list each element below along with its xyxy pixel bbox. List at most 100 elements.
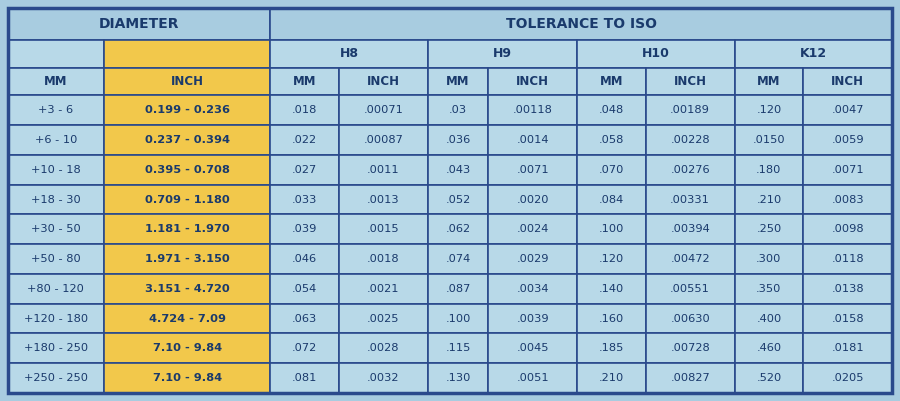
- Text: .0021: .0021: [367, 284, 400, 294]
- Text: 4.724 - 7.09: 4.724 - 7.09: [148, 314, 226, 324]
- Text: .0150: .0150: [752, 135, 785, 145]
- Bar: [489, 304, 577, 334]
- Text: .00276: .00276: [670, 165, 710, 175]
- Text: +10 - 18: +10 - 18: [32, 165, 81, 175]
- Bar: [489, 244, 577, 274]
- Bar: [104, 274, 270, 304]
- Bar: [428, 274, 489, 304]
- Text: .087: .087: [446, 284, 471, 294]
- Text: +80 - 120: +80 - 120: [28, 284, 85, 294]
- Bar: [646, 155, 734, 184]
- Bar: [104, 244, 270, 274]
- Text: .0032: .0032: [367, 373, 400, 383]
- Text: .00630: .00630: [670, 314, 710, 324]
- Text: .210: .210: [756, 194, 781, 205]
- Bar: [339, 184, 428, 215]
- Bar: [489, 363, 577, 393]
- Bar: [8, 95, 104, 125]
- Bar: [577, 244, 646, 274]
- Bar: [104, 40, 270, 67]
- Text: .074: .074: [446, 254, 471, 264]
- Text: .063: .063: [292, 314, 318, 324]
- Bar: [270, 155, 339, 184]
- Bar: [270, 40, 428, 67]
- Text: .0020: .0020: [517, 194, 549, 205]
- Bar: [803, 363, 892, 393]
- Text: .350: .350: [756, 284, 781, 294]
- Text: MM: MM: [757, 75, 780, 88]
- Bar: [489, 95, 577, 125]
- Bar: [8, 215, 104, 244]
- Bar: [104, 184, 270, 215]
- Bar: [489, 334, 577, 363]
- Text: 0.709 - 1.180: 0.709 - 1.180: [145, 194, 230, 205]
- Text: .058: .058: [598, 135, 624, 145]
- Text: K12: K12: [800, 47, 827, 60]
- Text: DIAMETER: DIAMETER: [99, 17, 179, 31]
- Bar: [646, 125, 734, 155]
- Text: .033: .033: [292, 194, 318, 205]
- Bar: [646, 184, 734, 215]
- Text: .0059: .0059: [832, 135, 864, 145]
- Text: .062: .062: [446, 224, 471, 234]
- Text: .120: .120: [756, 105, 781, 115]
- Bar: [8, 363, 104, 393]
- Bar: [646, 67, 734, 95]
- Bar: [577, 215, 646, 244]
- Text: INCH: INCH: [517, 75, 549, 88]
- Text: .180: .180: [756, 165, 781, 175]
- Bar: [577, 40, 734, 67]
- Bar: [803, 244, 892, 274]
- Bar: [577, 334, 646, 363]
- Text: .0045: .0045: [517, 343, 549, 353]
- Bar: [428, 95, 489, 125]
- Text: 1.971 - 3.150: 1.971 - 3.150: [145, 254, 230, 264]
- Text: MM: MM: [599, 75, 623, 88]
- Bar: [428, 363, 489, 393]
- Text: TOLERANCE TO ISO: TOLERANCE TO ISO: [506, 17, 657, 31]
- Text: 1.181 - 1.970: 1.181 - 1.970: [145, 224, 230, 234]
- Text: .0098: .0098: [832, 224, 864, 234]
- Text: 7.10 - 9.84: 7.10 - 9.84: [153, 373, 221, 383]
- Text: .00728: .00728: [670, 343, 710, 353]
- Bar: [339, 95, 428, 125]
- Text: .250: .250: [756, 224, 781, 234]
- Bar: [803, 155, 892, 184]
- Text: .210: .210: [598, 373, 624, 383]
- Bar: [577, 95, 646, 125]
- Bar: [428, 304, 489, 334]
- Bar: [270, 95, 339, 125]
- Text: .400: .400: [756, 314, 781, 324]
- Bar: [8, 274, 104, 304]
- Text: .120: .120: [598, 254, 624, 264]
- Text: .0013: .0013: [367, 194, 400, 205]
- Bar: [339, 244, 428, 274]
- Bar: [104, 67, 270, 95]
- Text: .027: .027: [292, 165, 318, 175]
- Bar: [489, 215, 577, 244]
- Bar: [734, 304, 803, 334]
- Bar: [428, 155, 489, 184]
- Text: MM: MM: [446, 75, 470, 88]
- Bar: [104, 155, 270, 184]
- Bar: [8, 304, 104, 334]
- Bar: [270, 363, 339, 393]
- Bar: [104, 95, 270, 125]
- Text: .00189: .00189: [670, 105, 710, 115]
- Bar: [8, 67, 104, 95]
- Bar: [104, 304, 270, 334]
- Bar: [734, 363, 803, 393]
- Bar: [104, 125, 270, 155]
- Text: .00827: .00827: [670, 373, 710, 383]
- Text: .00118: .00118: [513, 105, 553, 115]
- Bar: [270, 184, 339, 215]
- Text: .084: .084: [598, 194, 624, 205]
- Text: .0034: .0034: [517, 284, 549, 294]
- Text: .039: .039: [292, 224, 318, 234]
- Text: INCH: INCH: [674, 75, 706, 88]
- Bar: [577, 184, 646, 215]
- Bar: [339, 304, 428, 334]
- Text: .052: .052: [446, 194, 471, 205]
- Bar: [339, 215, 428, 244]
- Text: .520: .520: [756, 373, 781, 383]
